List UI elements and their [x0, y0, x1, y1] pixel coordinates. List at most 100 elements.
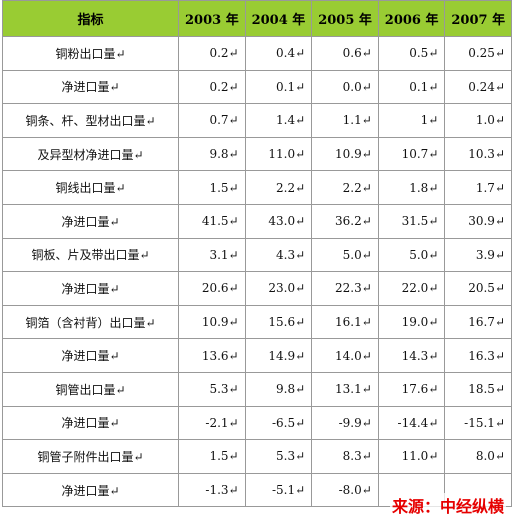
- value-cell: 5.3↵: [244, 439, 313, 474]
- value-cell: 0.4↵: [244, 36, 313, 71]
- row-label: 净进口量↵: [2, 69, 179, 105]
- table-row: 净进口量↵ 41.5↵ 43.0↵ 36.2↵ 31.5↵ 30.9↵: [2, 203, 512, 239]
- header-cell: 2004 年: [244, 0, 313, 37]
- value-cell: 0.7↵: [178, 103, 246, 138]
- table-row: 净进口量↵ 0.2↵ 0.1↵ 0.0↵ 0.1↵ 0.24↵: [2, 69, 512, 105]
- source-note: 来源：中经纵横: [389, 493, 506, 517]
- row-label: 净进口量↵: [2, 405, 179, 441]
- value-cell: 20.6↵: [178, 271, 246, 306]
- row-label: 净进口量↵: [2, 271, 179, 306]
- table-row: 铜管子附件出口量↵ 1.5↵ 5.3↵ 8.3↵ 11.0↵ 8.0↵: [2, 439, 512, 474]
- value-cell: 13.6↵: [178, 338, 246, 373]
- table-row: 铜箔（含衬背）出口量↵ 10.9↵ 15.6↵ 16.1↵ 19.0↵ 16.7↵: [2, 304, 512, 340]
- value-cell: -2.1↵: [178, 405, 246, 441]
- value-cell: 9.8↵: [178, 136, 246, 172]
- value-cell: 15.6↵: [244, 304, 313, 340]
- value-cell: 18.5↵: [444, 371, 512, 407]
- value-cell: 0.6↵: [311, 36, 379, 71]
- value-cell: 16.3↵: [444, 338, 512, 373]
- value-cell: -8.0↵: [311, 472, 379, 508]
- value-cell: 0.2↵: [178, 36, 246, 71]
- row-label: 铜管出口量↵: [2, 371, 179, 407]
- value-cell: 0.0↵: [311, 69, 379, 105]
- value-cell: 0.25↵: [444, 36, 512, 71]
- row-label: 铜管子附件出口量↵: [2, 439, 179, 474]
- row-label: 净进口量↵: [2, 203, 179, 239]
- value-cell: 1.5↵: [178, 170, 246, 205]
- value-cell: 5.0↵: [377, 237, 446, 273]
- value-cell: 5.3↵: [178, 371, 246, 407]
- value-cell: 8.0↵: [444, 439, 512, 474]
- table-row: 及异型材净进口量↵ 9.8↵ 11.0↵ 10.9↵ 10.7↵ 10.3↵: [2, 136, 512, 172]
- table-row: 铜粉出口量↵ 0.2↵ 0.4↵ 0.6↵ 0.5↵ 0.25↵: [2, 36, 512, 71]
- row-label: 铜粉出口量↵: [2, 36, 179, 71]
- value-cell: -14.4↵: [377, 405, 446, 441]
- row-label: 净进口量↵: [2, 472, 179, 508]
- value-cell: -6.5↵: [244, 405, 313, 441]
- table-row: 铜条、杆、型材出口量↵ 0.7↵ 1.4↵ 1.1↵ 1↵ 1.0↵: [2, 103, 512, 138]
- value-cell: 0.2↵: [178, 69, 246, 105]
- value-cell: 14.3↵: [377, 338, 446, 373]
- value-cell: 22.3↵: [311, 271, 379, 306]
- value-cell: 0.5↵: [377, 36, 446, 71]
- value-cell: 10.9↵: [178, 304, 246, 340]
- value-cell: 10.9↵: [311, 136, 379, 172]
- header-cell: 指标: [2, 0, 179, 37]
- value-cell: 0.1↵: [377, 69, 446, 105]
- value-cell: 3.9↵: [444, 237, 512, 273]
- row-label: 净进口量↵: [2, 338, 179, 373]
- header-cell: 2007 年: [444, 0, 512, 37]
- table-row: 净进口量↵ 13.6↵ 14.9↵ 14.0↵ 14.3↵ 16.3↵: [2, 338, 512, 373]
- value-cell: 10.3↵: [444, 136, 512, 172]
- value-cell: 9.8↵: [244, 371, 313, 407]
- value-cell: -15.1↵: [444, 405, 512, 441]
- value-cell: 17.6↵: [377, 371, 446, 407]
- value-cell: 30.9↵: [444, 203, 512, 239]
- value-cell: 36.2↵: [311, 203, 379, 239]
- header-row: 指标 2003 年 2004 年 2005 年 2006 年 2007 年: [2, 0, 512, 37]
- value-cell: 19.0↵: [377, 304, 446, 340]
- value-cell: 1.4↵: [244, 103, 313, 138]
- value-cell: 23.0↵: [244, 271, 313, 306]
- value-cell: 14.0↵: [311, 338, 379, 373]
- value-cell: 31.5↵: [377, 203, 446, 239]
- row-label: 铜板、片及带出口量↵: [2, 237, 179, 273]
- data-table: 指标 2003 年 2004 年 2005 年 2006 年 2007 年 铜粉出口量↵ 0…: [2, 0, 512, 508]
- value-cell: 0.24↵: [444, 69, 512, 105]
- table-row: 铜管出口量↵ 5.3↵ 9.8↵ 13.1↵ 17.6↵ 18.5↵: [2, 371, 512, 407]
- table-row: 净进口量↵ 20.6↵ 23.0↵ 22.3↵ 22.0↵ 20.5↵: [2, 271, 512, 306]
- value-cell: 16.7↵: [444, 304, 512, 340]
- value-cell: 1.5↵: [178, 439, 246, 474]
- value-cell: 0.1↵: [244, 69, 313, 105]
- value-cell: 5.0↵: [311, 237, 379, 273]
- value-cell: 11.0↵: [244, 136, 313, 172]
- row-label: 铜线出口量↵: [2, 170, 179, 205]
- value-cell: 4.3↵: [244, 237, 313, 273]
- value-cell: 43.0↵: [244, 203, 313, 239]
- value-cell: 1.0↵: [444, 103, 512, 138]
- value-cell: 1.8↵: [377, 170, 446, 205]
- value-cell: -9.9↵: [311, 405, 379, 441]
- value-cell: 16.1↵: [311, 304, 379, 340]
- value-cell: 22.0↵: [377, 271, 446, 306]
- table-row: 净进口量↵ -2.1↵ -6.5↵ -9.9↵ -14.4↵ -15.1↵: [2, 405, 512, 441]
- value-cell: 10.7↵: [377, 136, 446, 172]
- value-cell: 1.1↵: [311, 103, 379, 138]
- header-cell: 2005 年: [311, 0, 379, 37]
- value-cell: 1↵: [377, 103, 446, 138]
- value-cell: 11.0↵: [377, 439, 446, 474]
- header-cell: 2003 年: [178, 0, 246, 37]
- value-cell: 20.5↵: [444, 271, 512, 306]
- row-label: 铜条、杆、型材出口量↵: [2, 103, 179, 138]
- value-cell: 8.3↵: [311, 439, 379, 474]
- value-cell: 14.9↵: [244, 338, 313, 373]
- value-cell: -5.1↵: [244, 472, 313, 508]
- table-row: 铜线出口量↵ 1.5↵ 2.2↵ 2.2↵ 1.8↵ 1.7↵: [2, 170, 512, 205]
- row-label: 铜箔（含衬背）出口量↵: [2, 304, 179, 340]
- header-cell: 2006 年: [377, 0, 446, 37]
- value-cell: 2.2↵: [244, 170, 313, 205]
- value-cell: 1.7↵: [444, 170, 512, 205]
- value-cell: 2.2↵: [311, 170, 379, 205]
- value-cell: 3.1↵: [178, 237, 246, 273]
